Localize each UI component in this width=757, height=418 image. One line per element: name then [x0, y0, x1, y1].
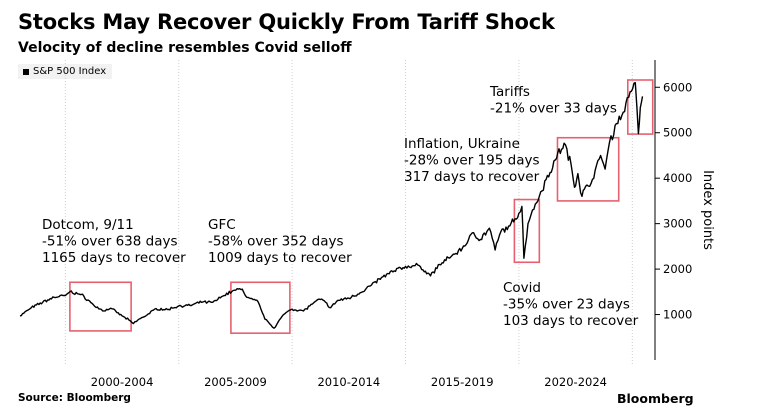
y-tick-label: 1000	[663, 308, 692, 322]
x-tick-label: 2005-2009	[204, 375, 267, 389]
y-tick-label: 2000	[663, 262, 692, 276]
annotation-box	[556, 136, 620, 202]
annotation-box	[513, 198, 541, 264]
annotation-box	[626, 79, 654, 135]
annotation-text: 317 days to recover	[404, 169, 540, 185]
annotation-text: 1009 days to recover	[208, 250, 352, 266]
annotation-box	[230, 281, 291, 334]
annotation-text: -28% over 195 days	[404, 153, 540, 169]
annotation-text: -21% over 33 days	[490, 101, 617, 117]
chart-title: Stocks May Recover Quickly From Tariff S…	[18, 10, 555, 34]
legend-label: S&P 500 Index	[33, 66, 107, 77]
y-axis: 1000 2000 3000 4000 5000 6000 Index points	[654, 60, 715, 360]
y-tick-label: 4000	[663, 171, 692, 185]
brand-logo: Bloomberg	[617, 391, 694, 406]
y-tick-label: 6000	[663, 80, 692, 94]
annotation-text: GFC	[208, 217, 236, 233]
source-note: Source: Bloomberg	[18, 392, 131, 404]
annotation-text: Inflation, Ukraine	[404, 136, 520, 152]
x-tick-label: 2000-2004	[91, 375, 154, 389]
y-tick-label: 5000	[663, 126, 692, 140]
x-tick-label: 2010-2014	[317, 375, 380, 389]
annotation-text: -51% over 638 days	[42, 234, 178, 250]
annotation-text: Covid	[503, 280, 541, 296]
annotation-boxes	[69, 79, 654, 334]
annotation-text: Dotcom, 9/11	[42, 217, 134, 233]
annotation-text: 103 days to recover	[503, 313, 639, 329]
y-tick-label: 3000	[663, 217, 692, 231]
legend: S&P 500 Index	[18, 64, 113, 79]
series-line-sp500	[19, 82, 644, 329]
x-tick-label: 2020-2024	[544, 375, 607, 389]
x-axis: 2000-2004 2005-2009 2010-2014 2015-2019 2020…	[91, 375, 607, 389]
annotation-box	[69, 281, 132, 332]
annotation-text: -35% over 23 days	[503, 297, 630, 313]
annotation-text: Tariffs	[489, 84, 530, 100]
legend-swatch	[23, 68, 29, 75]
y-axis-label: Index points	[700, 170, 715, 250]
chart-subtitle: Velocity of decline resembles Covid sell…	[18, 40, 352, 56]
annotation-text: -58% over 352 days	[208, 234, 344, 250]
annotation-text: 1165 days to recover	[42, 250, 186, 266]
x-tick-label: 2015-2019	[431, 375, 494, 389]
